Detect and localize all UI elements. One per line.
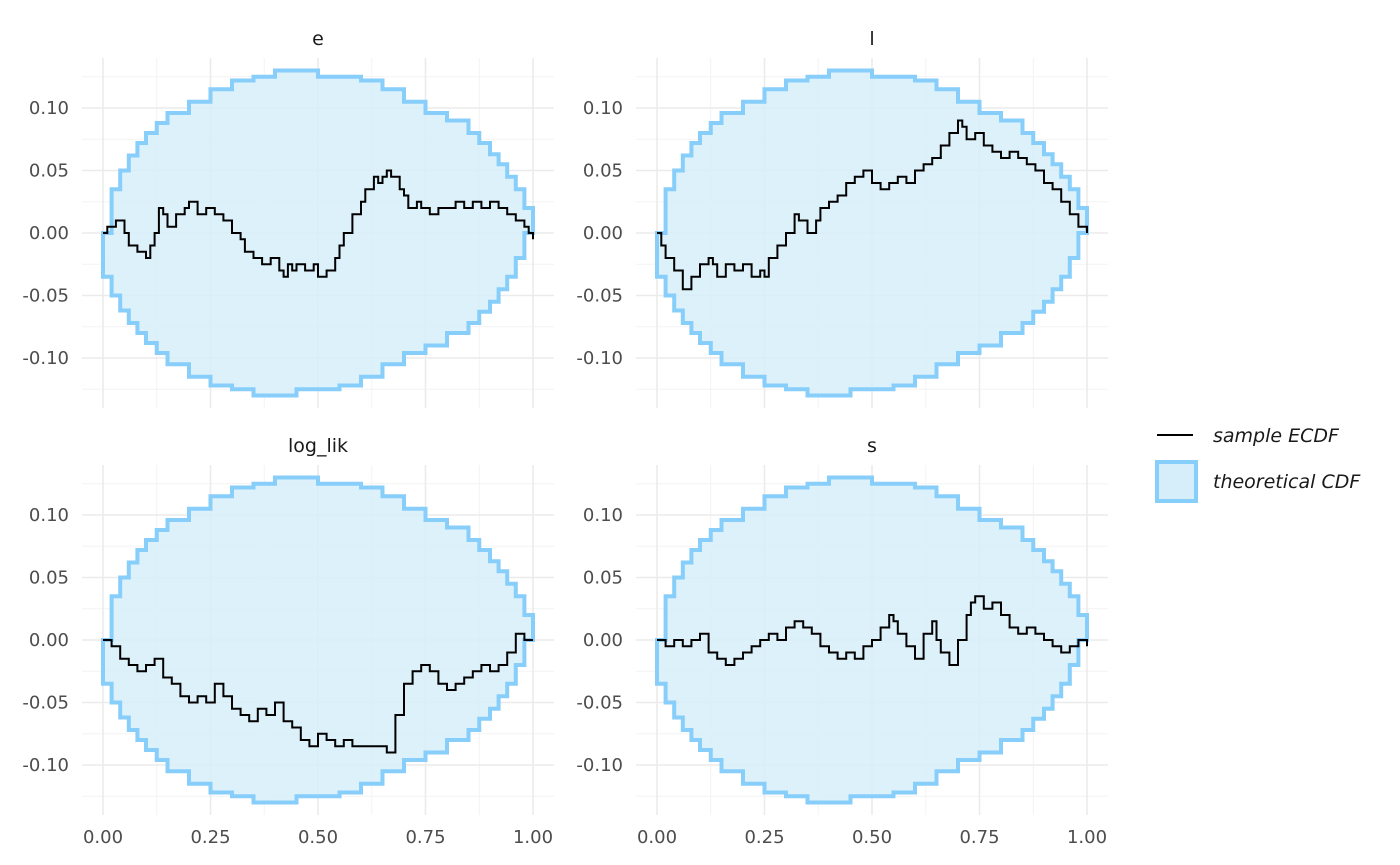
sample-ecdf-line: [103, 169, 534, 278]
y-tick-label: -0.10: [576, 348, 623, 369]
x-tick-label: 0.75: [405, 827, 445, 848]
panel-s: s -0.10 -0.05 0.00 0.05 0.10 0.00 0.25 0.50 0.75 1…: [576, 435, 1108, 848]
y-tick-label: -0.10: [22, 755, 69, 776]
x-tick-label: 0.00: [637, 827, 677, 848]
y-tick-label: 0.10: [583, 98, 623, 119]
panel-title: log_lik: [288, 435, 348, 457]
panel-title: s: [867, 435, 877, 457]
panel-title: l: [869, 28, 874, 50]
y-tick-label: 0.00: [583, 223, 623, 244]
panel-title: e: [312, 28, 324, 50]
y-tick-label: 0.00: [583, 630, 623, 651]
legend-band-label: theoretical CDF: [1213, 471, 1361, 493]
y-tick-label: -0.05: [576, 286, 623, 307]
legend-line-label: sample ECDF: [1213, 425, 1340, 447]
sample-ecdf-line: [103, 632, 533, 754]
x-tick-label: 1.00: [1067, 827, 1107, 848]
y-tick-label: 0.05: [583, 568, 623, 589]
y-tick-label: 0.00: [29, 223, 69, 244]
y-tick-label: 0.05: [583, 161, 623, 182]
x-tick-label: 0.00: [83, 827, 123, 848]
legend: sample ECDF theoretical CDF: [1155, 425, 1361, 503]
y-tick-label: 0.00: [29, 630, 69, 651]
sample-ecdf-line: [657, 119, 1088, 291]
y-tick-label: -0.05: [22, 286, 69, 307]
y-tick-label: -0.05: [576, 693, 623, 714]
y-tick-label: 0.10: [583, 505, 623, 526]
panel-log_lik: log_lik -0.10 -0.05 0.00 0.05 0.10 0.00 0.25 0.5…: [22, 435, 554, 848]
y-tick-label: 0.10: [29, 505, 69, 526]
panel-e: e -0.10 -0.05 0.00 0.05 0.10: [22, 28, 554, 408]
x-tick-label: 0.50: [852, 827, 892, 848]
panel-l: l -0.10 -0.05 0.00 0.05 0.10: [576, 28, 1108, 408]
sample-ecdf-line: [657, 595, 1088, 666]
theoretical-cdf-band: [101, 475, 535, 805]
y-tick-label: -0.10: [576, 755, 623, 776]
y-tick-label: 0.05: [29, 568, 69, 589]
x-tick-label: 1.00: [513, 827, 553, 848]
x-tick-label: 0.75: [959, 827, 999, 848]
y-tick-label: -0.10: [22, 348, 69, 369]
legend-band-key: [1155, 460, 1198, 503]
y-tick-label: -0.05: [22, 693, 69, 714]
y-tick-label: 0.05: [29, 161, 69, 182]
x-tick-label: 0.25: [190, 827, 230, 848]
x-tick-label: 0.50: [298, 827, 338, 848]
theoretical-cdf-band: [101, 68, 535, 398]
x-tick-label: 0.25: [744, 827, 784, 848]
theoretical-cdf-band: [655, 68, 1089, 398]
y-tick-label: 0.10: [29, 98, 69, 119]
